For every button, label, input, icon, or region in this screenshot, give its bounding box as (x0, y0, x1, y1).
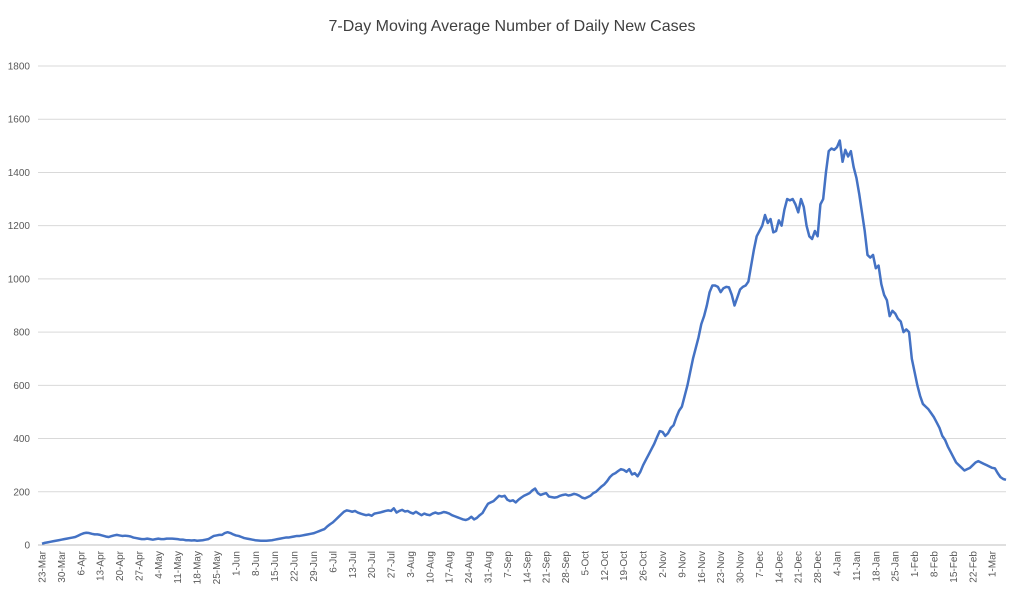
x-tick-label: 12-Oct (600, 551, 611, 581)
x-tick-label: 25-Jan (891, 551, 902, 582)
x-tick-label: 13-Apr (96, 550, 107, 581)
x-tick-label: 9-Nov (677, 551, 688, 578)
x-tick-label: 14-Dec (774, 551, 785, 583)
x-tick-label: 19-Oct (619, 551, 630, 581)
x-tick-label: 24-Aug (464, 551, 475, 583)
y-tick-label: 1600 (8, 115, 31, 126)
x-tick-label: 25-May (212, 551, 223, 584)
chart-title: 7-Day Moving Average Number of Daily New… (329, 18, 696, 35)
x-tick-label: 18-May (193, 551, 204, 584)
x-tick-label: 8-Jun (251, 551, 262, 576)
x-tick-label: 15-Feb (949, 551, 960, 583)
x-tick-label: 3-Aug (406, 551, 417, 578)
x-tick-label: 30-Mar (57, 550, 68, 582)
x-tick-label: 4-Jan (833, 551, 844, 576)
x-tick-label: 1-Feb (910, 551, 921, 578)
x-tick-label: 26-Oct (639, 551, 650, 581)
x-tick-label: 17-Aug (445, 551, 456, 583)
x-tick-label: 1-Mar (988, 550, 999, 577)
x-tick-label: 15-Jun (270, 551, 281, 582)
data-line (41, 139, 1007, 545)
x-tick-label: 30-Nov (736, 551, 747, 583)
x-tick-label: 4-May (154, 551, 165, 579)
y-tick-label: 600 (13, 381, 30, 392)
x-tick-label: 20-Apr (115, 550, 126, 581)
x-tick-label: 6-Jul (328, 551, 339, 573)
x-tick-label: 7-Dec (755, 551, 766, 578)
x-tick-label: 28-Dec (813, 551, 824, 583)
x-tick-label: 21-Dec (794, 551, 805, 583)
x-tick-label: 18-Jan (871, 551, 882, 582)
x-tick-label: 6-Apr (76, 550, 87, 575)
x-tick-label: 7-Sep (503, 551, 514, 578)
x-tick-label: 27-Apr (134, 550, 145, 581)
x-tick-label: 28-Sep (561, 551, 572, 584)
y-tick-label: 1400 (8, 168, 31, 179)
x-tick-label: 11-May (173, 551, 184, 584)
x-tick-label: 11-Jan (852, 551, 863, 581)
x-tick-label: 13-Jul (348, 551, 359, 578)
y-tick-label: 1200 (8, 221, 31, 232)
x-tick-label: 27-Jul (387, 551, 398, 578)
x-tick-label: 8-Feb (929, 551, 940, 578)
y-tick-label: 400 (13, 434, 30, 445)
x-tick-label: 22-Feb (968, 551, 979, 583)
x-tick-label: 29-Jun (309, 551, 320, 582)
x-tick-label: 1-Jun (231, 551, 242, 576)
x-tick-label: 20-Jul (367, 551, 378, 578)
x-tick-label: 2-Nov (658, 551, 669, 578)
y-tick-label: 800 (13, 328, 30, 339)
y-tick-label: 0 (24, 541, 30, 552)
x-tick-label: 23-Mar (38, 550, 49, 582)
x-tick-label: 5-Oct (580, 551, 591, 576)
y-tick-label: 200 (13, 487, 30, 498)
x-tick-label: 23-Nov (716, 551, 727, 583)
x-tick-label: 16-Nov (697, 551, 708, 583)
x-tick-label: 21-Sep (542, 551, 553, 584)
x-tick-label: 14-Sep (522, 551, 533, 584)
x-tick-label: 10-Aug (425, 551, 436, 583)
y-tick-label: 1800 (8, 62, 31, 73)
y-tick-label: 1000 (8, 274, 31, 285)
x-tick-label: 31-Aug (483, 551, 494, 583)
x-tick-label: 22-Jun (290, 551, 301, 582)
